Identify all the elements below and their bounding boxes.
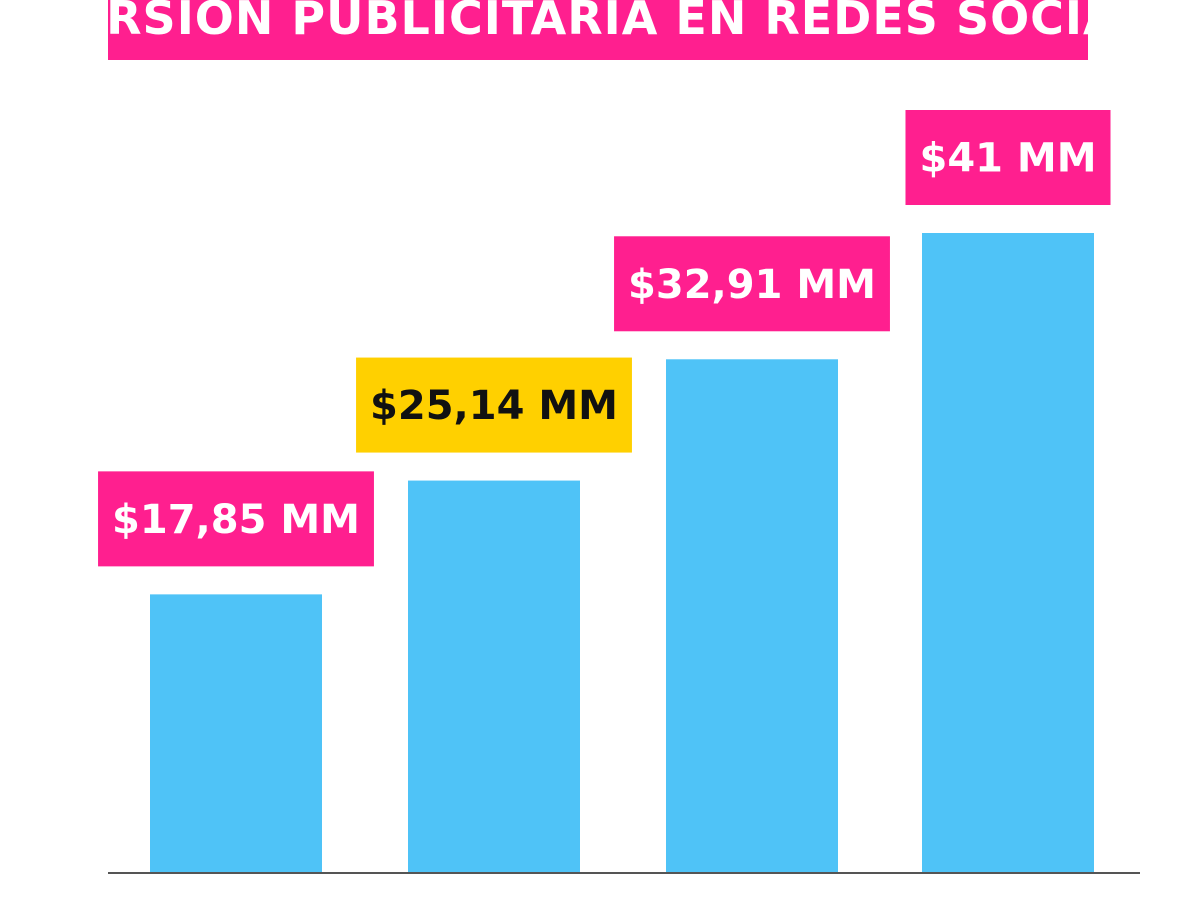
data-label-text-3: $32,91 MM: [628, 262, 876, 308]
bar-4: [922, 233, 1094, 873]
data-label-1: $17,85 MM: [98, 471, 374, 567]
data-label-4: $41 MM: [905, 110, 1111, 205]
bar-3: [666, 359, 838, 873]
data-label-2: $25,14 MM: [356, 357, 632, 453]
data-label-box-3: [614, 236, 890, 332]
bar-1: [150, 594, 322, 873]
bar-2: [408, 480, 580, 873]
data-label-box-1: [98, 471, 374, 567]
data-label-text-1: $17,85 MM: [112, 497, 360, 543]
bars-group: [150, 233, 1094, 873]
data-label-box-2: [356, 357, 632, 453]
title-banner: [108, 0, 1088, 60]
data-label-text-2: $25,14 MM: [370, 383, 618, 429]
data-labels-group: $17,85 MM $25,14 MM $32,91 MM $41 MM: [98, 110, 1111, 567]
chart-title: INVERSIÓN PUBLICITARIA EN REDES SOCIALES: [0, 0, 1200, 45]
data-label-text-4: $41 MM: [919, 136, 1096, 182]
data-label-box-4: [905, 110, 1111, 205]
data-label-3: $32,91 MM: [614, 236, 890, 332]
